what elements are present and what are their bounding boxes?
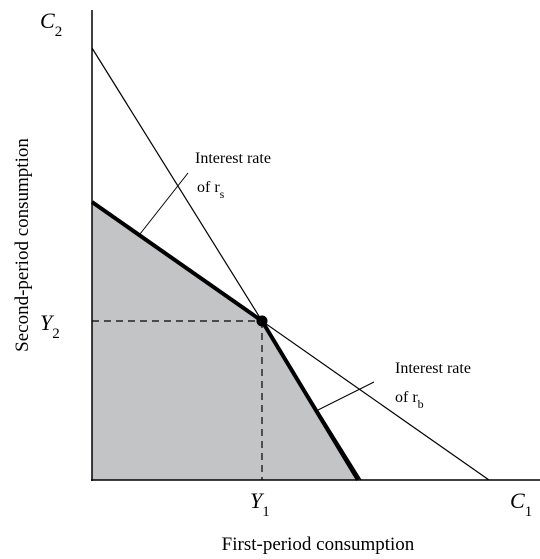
endowment-point [256,315,268,327]
y-income-label: Y2 [40,310,60,342]
annotation: Interest rate [195,150,271,167]
annotation: of rb [395,389,424,411]
annotation: Interest rate [395,360,471,377]
x-end-label: C1 [510,488,532,520]
feasible-region [92,202,358,480]
leader-line [317,381,375,411]
x-axis-label: First-period consumption [222,534,415,555]
leader-line [139,172,189,235]
x-income-label: Y1 [250,488,270,520]
y-axis-label: Second-period consumption [12,138,33,352]
y-end-label: C2 [40,8,62,40]
annotation: of rs [197,179,225,201]
